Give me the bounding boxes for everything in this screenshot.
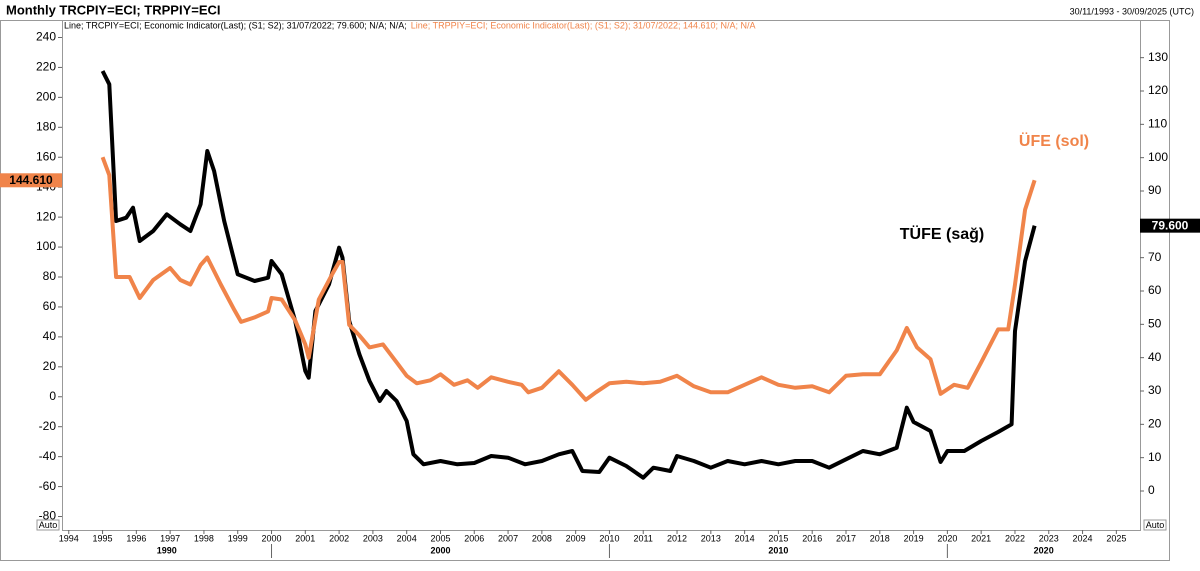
last-value-label: 79.600: [1152, 218, 1189, 232]
auto-button[interactable]: [36, 519, 60, 531]
annotation: ÜFE (sol): [1019, 131, 1089, 150]
auto-label[interactable]: Auto: [39, 520, 58, 530]
y-tick-label: 200: [36, 90, 56, 104]
x-tick-label: 2001: [295, 533, 315, 543]
y-tick-label: -20: [39, 419, 57, 433]
y2-tick-label: 0: [1148, 483, 1155, 497]
x-tick-label: 2000: [262, 533, 282, 543]
x-tick-label: 2022: [1005, 533, 1025, 543]
last-value-tag: [0, 173, 62, 188]
date-range: 30/11/1993 - 30/09/2025 (UTC): [1070, 6, 1194, 16]
x-tick-label: 1996: [126, 533, 146, 543]
x-tick-label: 1999: [228, 533, 248, 543]
decade-label: 1990: [157, 545, 177, 555]
legend-entry: Line; TRCPIY=ECI; Economic Indicator(Las…: [64, 20, 407, 30]
x-tick-label: 2023: [1039, 533, 1059, 543]
y2-tick-label: 90: [1148, 183, 1162, 197]
y-tick-label: 240: [36, 30, 56, 44]
auto-label[interactable]: Auto: [1146, 520, 1165, 530]
x-tick-label: 2006: [464, 533, 484, 543]
x-tick-label: 2015: [768, 533, 788, 543]
y-tick-label: 20: [43, 359, 57, 373]
x-tick-label: 2011: [634, 533, 653, 543]
x-tick-label: 2003: [363, 533, 383, 543]
y-tick-label: 100: [36, 239, 56, 253]
x-tick-label: 1994: [59, 533, 79, 543]
plot-frame: [62, 20, 1141, 531]
x-tick-label: 1997: [160, 533, 180, 543]
legend-entry: Line; TRPPIY=ECI; Economic Indicator(Las…: [411, 20, 756, 30]
y-tick-label: 160: [36, 149, 56, 163]
decade-label: 2010: [768, 545, 788, 555]
y2-tick-label: 20: [1148, 417, 1162, 431]
y-tick-label: 0: [49, 389, 56, 403]
x-tick-label: 2013: [701, 533, 721, 543]
decade-label: 2000: [430, 545, 450, 555]
chart-title: Monthly TRCPIY=ECI; TRPPIY=ECI: [6, 2, 221, 17]
x-tick-label: 2010: [599, 533, 619, 543]
y-tick-label: 40: [43, 329, 57, 343]
y2-tick-label: 40: [1148, 350, 1162, 364]
x-tick-label: 2025: [1106, 533, 1126, 543]
decade-label: 2020: [1034, 545, 1054, 555]
x-tick-label: 2016: [802, 533, 822, 543]
x-tick-label: 2019: [904, 533, 924, 543]
x-tick-label: 2021: [971, 533, 991, 543]
x-tick-label: 2024: [1073, 533, 1093, 543]
y-tick-label: -40: [39, 449, 57, 463]
y-tick-label: 120: [36, 209, 56, 223]
y2-tick-label: 130: [1148, 50, 1168, 64]
y2-tick-label: 100: [1148, 150, 1168, 164]
x-tick-label: 2005: [430, 533, 450, 543]
y-tick-label: 60: [43, 299, 57, 313]
y2-tick-label: 10: [1148, 450, 1162, 464]
y-tick-label: -80: [39, 509, 57, 523]
y2-tick-label: 30: [1148, 383, 1162, 397]
series-line: [100, 156, 1037, 402]
x-tick-label: 2004: [397, 533, 417, 543]
y2-tick-label: 50: [1148, 317, 1162, 331]
x-tick-label: 2012: [667, 533, 687, 543]
y2-tick-label: 70: [1148, 250, 1162, 264]
y-tick-label: 220: [36, 60, 56, 74]
last-value-label: 144.610: [9, 173, 53, 187]
y2-tick-label: 120: [1148, 83, 1168, 97]
x-tick-label: 2007: [498, 533, 518, 543]
series-line: [100, 70, 1037, 480]
x-tick-label: 1998: [194, 533, 214, 543]
x-tick-label: 2020: [937, 533, 957, 543]
auto-button[interactable]: [1143, 519, 1167, 531]
x-tick-label: 2017: [836, 533, 856, 543]
x-tick-label: 2008: [532, 533, 552, 543]
last-value-tag: [1140, 218, 1200, 233]
x-tick-label: 2014: [735, 533, 755, 543]
y-tick-label: -60: [39, 479, 57, 493]
x-tick-label: 2002: [329, 533, 349, 543]
y-tick-label: 180: [36, 119, 56, 133]
x-tick-label: 1995: [93, 533, 113, 543]
x-tick-label: 2018: [870, 533, 890, 543]
x-tick-label: 2009: [566, 533, 586, 543]
y2-tick-label: 60: [1148, 283, 1162, 297]
y2-tick-label: 110: [1148, 117, 1167, 131]
annotation: TÜFE (sağ): [900, 224, 984, 243]
y-tick-label: 80: [43, 269, 57, 283]
